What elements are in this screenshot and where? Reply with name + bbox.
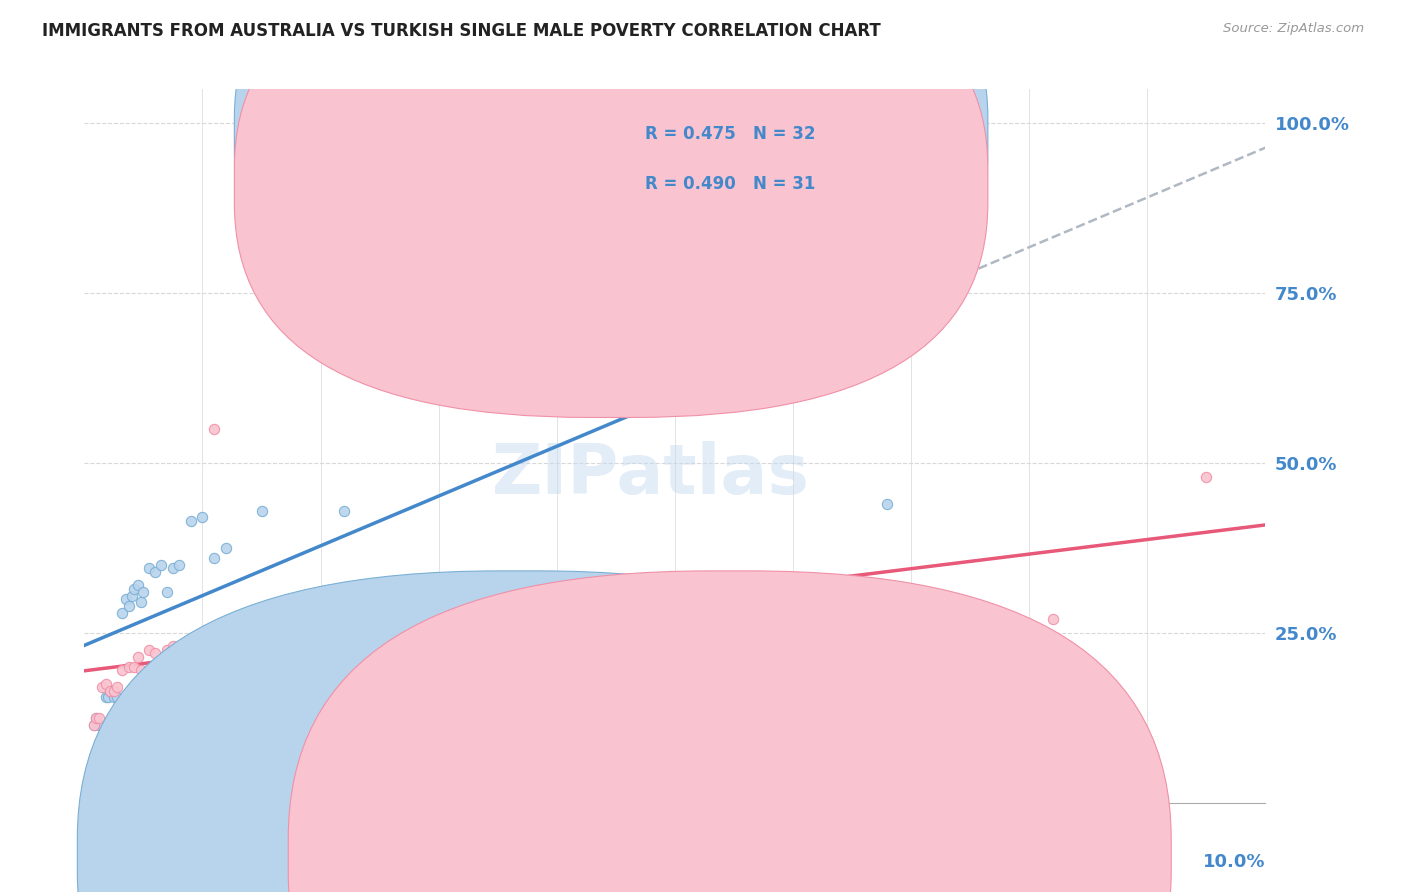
Point [191, 629, 214, 643]
Point [108, 700, 131, 714]
Point [191, 510, 214, 524]
Point [1042, 612, 1064, 626]
Text: 10.0%: 10.0% [1204, 853, 1265, 871]
Point [84, 711, 107, 725]
Point [202, 551, 225, 566]
Point [129, 595, 152, 609]
Point [87, 717, 110, 731]
Point [427, 626, 450, 640]
Point [83, 717, 105, 731]
Text: IMMIGRANTS FROM AUSTRALIA VS TURKISH SINGLE MALE POVERTY CORRELATION CHART: IMMIGRANTS FROM AUSTRALIA VS TURKISH SIN… [42, 22, 882, 40]
Point [333, 503, 356, 517]
Point [103, 683, 125, 698]
Point [215, 541, 238, 555]
Point [180, 514, 202, 528]
Point [127, 578, 149, 592]
Point [97, 690, 120, 705]
Point [103, 690, 125, 705]
Point [486, 626, 509, 640]
Point [569, 626, 592, 640]
Text: R = 0.490   N = 31: R = 0.490 N = 31 [645, 175, 815, 193]
Point [83, 717, 105, 731]
Point [94, 690, 117, 705]
Point [118, 660, 141, 674]
Point [758, 204, 780, 219]
Point [132, 585, 155, 599]
Point [250, 629, 273, 643]
Point [111, 663, 134, 677]
Point [98, 683, 121, 698]
Point [107, 680, 129, 694]
Point [129, 663, 152, 677]
Point [156, 643, 179, 657]
Point [114, 591, 136, 606]
Text: R = 0.475   N = 32: R = 0.475 N = 32 [645, 125, 815, 143]
Point [344, 626, 367, 640]
Point [156, 585, 179, 599]
Point [180, 632, 202, 647]
Point [122, 582, 145, 596]
Point [138, 561, 160, 575]
Text: Immigrants from Australia: Immigrants from Australia [546, 848, 756, 863]
FancyBboxPatch shape [235, 0, 988, 417]
Point [1195, 469, 1218, 483]
Point [150, 558, 173, 572]
Point [111, 606, 134, 620]
Text: 0.0%: 0.0% [84, 853, 135, 871]
Point [118, 599, 141, 613]
Point [107, 690, 129, 705]
Point [162, 561, 184, 575]
Point [162, 640, 184, 654]
Point [143, 565, 166, 579]
Point [250, 503, 273, 517]
Point [150, 653, 173, 667]
Point [91, 680, 114, 694]
Text: ZIPatlas: ZIPatlas [492, 441, 810, 508]
Point [94, 677, 117, 691]
Text: Turks: Turks [756, 848, 799, 863]
Point [138, 643, 160, 657]
Point [167, 558, 190, 572]
Point [91, 717, 114, 731]
Point [143, 646, 166, 660]
Point [782, 599, 804, 613]
Point [87, 711, 110, 725]
Point [202, 422, 225, 436]
Point [309, 626, 332, 640]
Point [876, 497, 898, 511]
Point [121, 589, 143, 603]
FancyBboxPatch shape [568, 103, 917, 221]
FancyBboxPatch shape [235, 0, 988, 368]
Text: Source: ZipAtlas.com: Source: ZipAtlas.com [1223, 22, 1364, 36]
Point [84, 711, 107, 725]
Point [122, 660, 145, 674]
Point [127, 649, 149, 664]
Point [98, 683, 121, 698]
Point [392, 623, 415, 637]
